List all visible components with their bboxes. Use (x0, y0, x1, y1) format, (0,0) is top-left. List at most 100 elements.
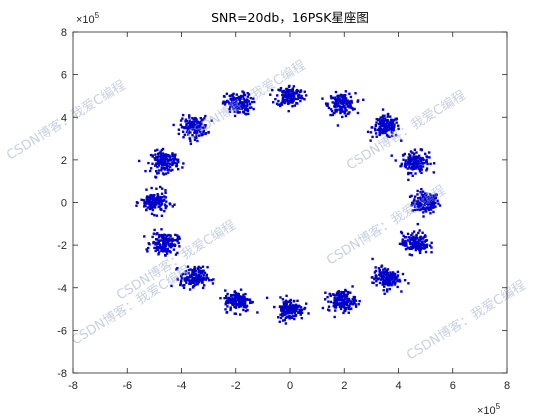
constellation-point (281, 100, 285, 104)
constellation-point (381, 283, 384, 286)
constellation-point (423, 246, 427, 249)
constellation-point (424, 243, 427, 247)
constellation-point (414, 236, 418, 240)
constellation-point (176, 235, 180, 238)
constellation-point (156, 201, 160, 204)
constellation-point (285, 300, 288, 304)
constellation-point (282, 307, 285, 310)
constellation-point (421, 240, 424, 243)
constellation-point (188, 116, 191, 119)
constellation-point (420, 148, 423, 152)
constellation-point (341, 97, 344, 100)
constellation-point (289, 96, 292, 99)
constellation-point (416, 237, 419, 240)
constellation-point (432, 194, 436, 197)
constellation-point (423, 194, 427, 197)
constellation-point (163, 209, 166, 213)
constellation-point (289, 308, 293, 312)
constellation-point (421, 156, 424, 160)
constellation-point (282, 90, 285, 94)
constellation-point (410, 204, 413, 207)
constellation-point (303, 98, 306, 101)
constellation-point (189, 121, 192, 124)
constellation-point (196, 274, 199, 278)
constellation-point (192, 268, 196, 271)
constellation-point (419, 235, 422, 239)
constellation-point (181, 272, 185, 276)
constellation-point (418, 170, 422, 173)
y-axis: -8 -6 -4 -2 0 2 4 6 8 (57, 27, 507, 380)
x-tick-label: 2 (341, 380, 347, 392)
constellation-point (384, 123, 388, 126)
constellation-point (386, 272, 389, 276)
constellation-point (153, 204, 156, 207)
constellation-point (199, 121, 202, 124)
constellation-point (285, 294, 288, 298)
constellation-cluster (170, 265, 215, 291)
constellation-point (340, 298, 343, 301)
constellation-point (341, 94, 345, 97)
x-tick-label: 8 (504, 380, 510, 392)
constellation-point (281, 93, 284, 97)
constellation-point (179, 282, 183, 285)
constellation-point (172, 123, 175, 127)
x-tick-label: 0 (287, 380, 293, 392)
constellation-point (338, 100, 342, 103)
constellation-point (414, 167, 418, 170)
y-exponent-base: ×10 (76, 14, 95, 26)
constellation-point (298, 96, 302, 99)
constellation-point (424, 210, 428, 213)
constellation-point (188, 114, 191, 117)
constellation-point (342, 97, 346, 101)
constellation-point (162, 250, 165, 253)
constellation-point (412, 238, 415, 241)
constellation-point (286, 315, 289, 319)
constellation-point (386, 134, 389, 138)
constellation-point (433, 198, 436, 201)
constellation-point (419, 156, 422, 160)
constellation-point (154, 153, 157, 156)
constellation-point (165, 166, 168, 169)
constellation-point (163, 245, 166, 249)
constellation-point (413, 159, 416, 163)
constellation-point (381, 131, 385, 135)
constellation-point (423, 203, 427, 207)
constellation-point (279, 104, 282, 108)
constellation-point (200, 269, 203, 273)
constellation-point (169, 235, 172, 238)
constellation-cluster (135, 185, 176, 218)
constellation-point (390, 282, 394, 285)
constellation-point (181, 166, 184, 169)
constellation-point (200, 280, 203, 283)
constellation-point (181, 113, 185, 117)
constellation-point (332, 111, 336, 115)
constellation-point (188, 119, 191, 122)
constellation-point (203, 126, 207, 129)
constellation-point (156, 165, 159, 169)
constellation-point (149, 167, 153, 170)
constellation-point (246, 99, 249, 102)
constellation-point (388, 135, 391, 139)
constellation-point (189, 142, 193, 145)
constellation-point (353, 296, 357, 299)
constellation-point (233, 312, 236, 315)
constellation-point (414, 195, 417, 198)
constellation-point (201, 265, 205, 268)
constellation-point (150, 212, 154, 216)
constellation-point (382, 289, 385, 292)
constellation-point (146, 199, 149, 202)
constellation-point (238, 111, 241, 114)
constellation-point (155, 233, 158, 236)
constellation-point (347, 311, 350, 314)
constellation-point (179, 119, 183, 122)
constellation-point (413, 205, 417, 208)
constellation-point (292, 299, 296, 303)
constellation-point (294, 307, 297, 310)
constellation-point (207, 279, 211, 282)
constellation-point (428, 201, 432, 205)
constellation-point (191, 272, 195, 276)
constellation-point (248, 103, 252, 106)
constellation-point (375, 135, 378, 138)
constellation-point (385, 278, 388, 281)
constellation-point (159, 150, 162, 153)
